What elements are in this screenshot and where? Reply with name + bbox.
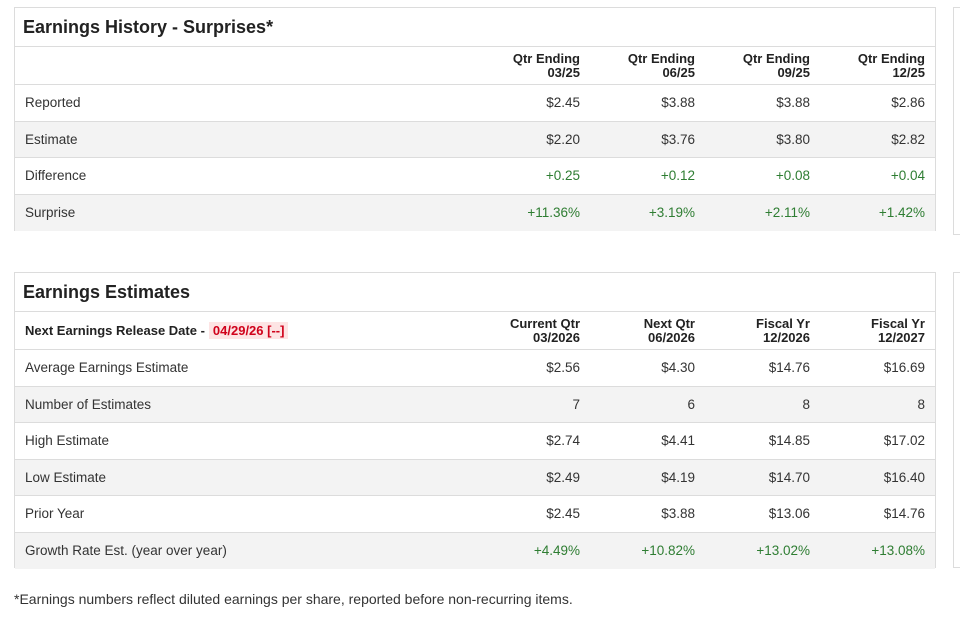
cell: $2.45 xyxy=(546,95,580,111)
table-row-reported: Reported $2.45 $3.88 $3.88 $2.86 xyxy=(15,85,935,122)
table-row-difference: Difference +0.25 +0.12 +0.08 +0.04 xyxy=(15,158,935,195)
col-header-line2: 03/25 xyxy=(547,64,580,80)
cell: $4.19 xyxy=(661,469,695,485)
earnings-estimates-header-row: Next Earnings Release Date -04/29/26 [--… xyxy=(15,312,935,350)
col-header-line2: 12/2026 xyxy=(763,329,810,345)
col-header-line2: 03/2026 xyxy=(533,329,580,345)
table-row-average-estimate: Average Earnings Estimate $2.56 $4.30 $1… xyxy=(15,350,935,387)
cell: +1.42% xyxy=(878,205,925,221)
cell: $2.20 xyxy=(546,131,580,147)
col-header-line2: 12/2027 xyxy=(878,329,925,345)
row-label: Low Estimate xyxy=(25,469,107,485)
cell: +10.82% xyxy=(641,543,695,559)
col-header-line1: Qtr Ending xyxy=(857,50,925,66)
row-label: Reported xyxy=(25,95,81,111)
cell: +2.11% xyxy=(764,205,810,221)
col-header-line1: Next Qtr xyxy=(643,315,695,331)
col-header-line2: 09/25 xyxy=(777,64,810,80)
earnings-estimates-title: Earnings Estimates xyxy=(15,273,935,312)
cell: $2.49 xyxy=(546,469,580,485)
cell: $3.80 xyxy=(776,131,810,147)
table-row-prior-year: Prior Year $2.45 $3.88 $13.06 $14.76 xyxy=(15,496,935,533)
cell: +0.12 xyxy=(660,168,695,184)
cell: +13.02% xyxy=(756,543,810,559)
cell: 8 xyxy=(802,396,810,412)
cell: +4.49% xyxy=(533,543,580,559)
cell: $16.69 xyxy=(883,360,925,376)
row-label: Average Earnings Estimate xyxy=(25,360,189,376)
cell: 6 xyxy=(687,396,695,412)
col-header-line2: 12/25 xyxy=(892,64,925,80)
col-header: Fiscal Yr 12/2027 xyxy=(820,315,935,345)
cell: $3.76 xyxy=(661,131,695,147)
cell: $16.40 xyxy=(883,469,925,485)
col-header: Qtr Ending 09/25 xyxy=(705,50,820,80)
cell: $13.06 xyxy=(768,506,810,522)
cell: $14.70 xyxy=(768,469,810,485)
cell: $14.76 xyxy=(883,506,925,522)
row-label: Growth Rate Est. (year over year) xyxy=(25,543,227,559)
col-header: Qtr Ending 06/25 xyxy=(590,50,705,80)
col-header: Fiscal Yr 12/2026 xyxy=(705,315,820,345)
cell: $3.88 xyxy=(661,506,695,522)
cell: +3.19% xyxy=(648,205,695,221)
release-date-link[interactable]: 04/29/26 [--] xyxy=(208,322,289,339)
earnings-history-panel: Earnings History - Surprises* Qtr Ending… xyxy=(14,7,936,231)
cell: $14.76 xyxy=(768,360,810,376)
adjacent-panel-edge xyxy=(953,272,960,568)
col-header: Next Qtr 06/2026 xyxy=(590,315,705,345)
cell: 7 xyxy=(572,396,580,412)
row-label: Number of Estimates xyxy=(25,396,152,412)
cell: +13.08% xyxy=(871,543,925,559)
col-header-line1: Current Qtr xyxy=(509,315,580,331)
adjacent-panel-edge xyxy=(953,7,960,235)
cell: $17.02 xyxy=(883,433,925,449)
earnings-history-header-row: Qtr Ending 03/25 Qtr Ending 06/25 Qtr Endi… xyxy=(15,47,935,85)
table-row-number-of-estimates: Number of Estimates 7 6 8 8 xyxy=(15,386,935,423)
cell: $4.30 xyxy=(661,360,695,376)
col-header-line1: Fiscal Yr xyxy=(871,315,925,331)
table-row-growth-rate: Growth Rate Est. (year over year) +4.49%… xyxy=(15,532,935,569)
row-label: High Estimate xyxy=(25,433,110,449)
cell: $14.85 xyxy=(768,433,810,449)
col-header-line2: 06/25 xyxy=(662,64,695,80)
cell: $2.86 xyxy=(891,95,925,111)
col-header: Qtr Ending 12/25 xyxy=(820,50,935,80)
col-header: Qtr Ending 03/25 xyxy=(475,50,590,80)
cell: $2.56 xyxy=(546,360,580,376)
earnings-history-title: Earnings History - Surprises* xyxy=(15,8,935,47)
cell: $2.45 xyxy=(546,506,580,522)
footnote: *Earnings numbers reflect diluted earnin… xyxy=(14,591,573,607)
row-label: Surprise xyxy=(25,205,76,221)
row-label: Estimate xyxy=(25,131,78,147)
row-label: Difference xyxy=(25,168,87,184)
cell: $4.41 xyxy=(661,433,695,449)
col-header: Current Qtr 03/2026 xyxy=(475,315,590,345)
cell: $3.88 xyxy=(661,95,695,111)
cell: +0.04 xyxy=(890,168,925,184)
cell: +0.08 xyxy=(775,168,810,184)
cell: +0.25 xyxy=(545,168,580,184)
next-release-label: Next Earnings Release Date - xyxy=(25,323,205,338)
col-header-line2: 06/2026 xyxy=(648,329,695,345)
cell: $3.88 xyxy=(776,95,810,111)
table-row-estimate: Estimate $2.20 $3.76 $3.80 $2.82 xyxy=(15,121,935,158)
row-label: Prior Year xyxy=(25,506,85,522)
cell: +11.36% xyxy=(527,205,580,221)
table-row-low-estimate: Low Estimate $2.49 $4.19 $14.70 $16.40 xyxy=(15,459,935,496)
col-header-line1: Fiscal Yr xyxy=(756,315,810,331)
col-header-line1: Qtr Ending xyxy=(512,50,580,66)
cell: $2.82 xyxy=(891,131,925,147)
table-row-surprise: Surprise +11.36% +3.19% +2.11% +1.42% xyxy=(15,194,935,231)
table-row-high-estimate: High Estimate $2.74 $4.41 $14.85 $17.02 xyxy=(15,423,935,460)
earnings-estimates-panel: Earnings Estimates Next Earnings Release… xyxy=(14,272,936,569)
next-release-date: Next Earnings Release Date -04/29/26 [--… xyxy=(15,322,475,339)
col-header-line1: Qtr Ending xyxy=(742,50,810,66)
cell: 8 xyxy=(917,396,925,412)
cell: $2.74 xyxy=(546,433,580,449)
col-header-line1: Qtr Ending xyxy=(627,50,695,66)
